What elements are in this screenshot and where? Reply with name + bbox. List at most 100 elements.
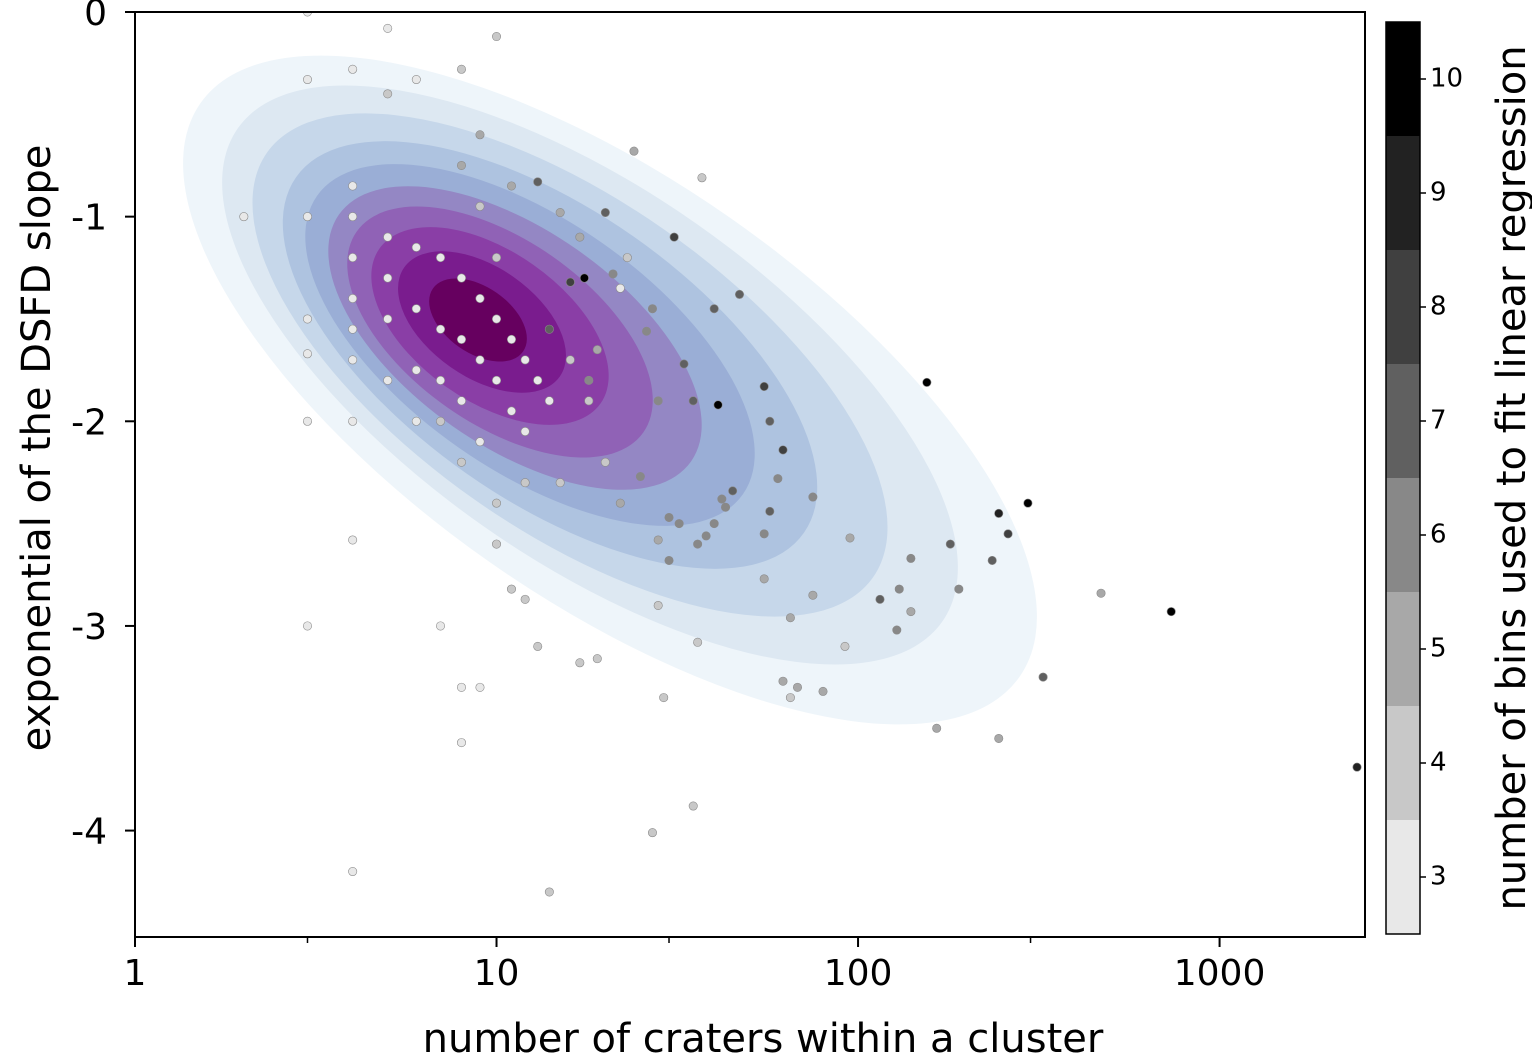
colorbar-segment bbox=[1386, 706, 1420, 820]
point bbox=[456, 334, 466, 344]
point bbox=[892, 625, 902, 635]
point bbox=[436, 324, 446, 334]
point bbox=[808, 492, 818, 502]
point bbox=[492, 375, 502, 385]
point bbox=[302, 416, 312, 426]
point bbox=[818, 686, 828, 696]
point bbox=[647, 304, 657, 314]
point bbox=[520, 478, 530, 488]
point bbox=[994, 508, 1004, 518]
colorbar-segment bbox=[1386, 820, 1420, 934]
point bbox=[302, 621, 312, 631]
point bbox=[669, 232, 679, 242]
point bbox=[674, 519, 684, 529]
point bbox=[635, 472, 645, 482]
colorbar-segment bbox=[1386, 478, 1420, 592]
point bbox=[348, 416, 358, 426]
point bbox=[845, 533, 855, 543]
colorbar-tick-label: 6 bbox=[1430, 520, 1447, 550]
point bbox=[664, 555, 674, 565]
point bbox=[506, 406, 516, 416]
point bbox=[492, 539, 502, 549]
point bbox=[383, 89, 393, 99]
x-tick-label: 1 bbox=[124, 953, 147, 994]
point bbox=[987, 555, 997, 565]
point bbox=[565, 277, 575, 287]
point bbox=[808, 590, 818, 600]
point bbox=[785, 693, 795, 703]
point bbox=[383, 314, 393, 324]
point bbox=[348, 324, 358, 334]
point bbox=[697, 173, 707, 183]
point bbox=[693, 637, 703, 647]
point bbox=[759, 574, 769, 584]
point bbox=[592, 345, 602, 355]
point bbox=[778, 676, 788, 686]
point bbox=[653, 396, 663, 406]
point bbox=[533, 641, 543, 651]
point bbox=[475, 437, 485, 447]
colorbar-segment bbox=[1386, 22, 1420, 136]
point bbox=[709, 304, 719, 314]
points bbox=[239, 12, 1362, 897]
point bbox=[533, 375, 543, 385]
point bbox=[642, 326, 652, 336]
point bbox=[765, 416, 775, 426]
point bbox=[1003, 529, 1013, 539]
colorbar-frame bbox=[1385, 21, 1421, 935]
point bbox=[544, 396, 554, 406]
point bbox=[456, 64, 466, 74]
colorbar-tick-label: 5 bbox=[1430, 634, 1447, 664]
y-tick-label: -4 bbox=[71, 812, 107, 853]
point bbox=[728, 486, 738, 496]
point bbox=[1023, 498, 1033, 508]
y-tick-label: -3 bbox=[71, 607, 107, 648]
point bbox=[456, 682, 466, 692]
contour bbox=[429, 278, 527, 362]
point bbox=[713, 400, 723, 410]
point bbox=[555, 208, 565, 218]
point bbox=[456, 396, 466, 406]
point bbox=[302, 349, 312, 359]
point bbox=[544, 887, 554, 897]
y-tick-label: -2 bbox=[71, 402, 107, 443]
point bbox=[302, 212, 312, 222]
point bbox=[456, 273, 466, 283]
point bbox=[1352, 762, 1362, 772]
point bbox=[348, 355, 358, 365]
point bbox=[629, 146, 639, 156]
point bbox=[383, 23, 393, 33]
point bbox=[615, 498, 625, 508]
point bbox=[954, 584, 964, 594]
x-tick-label: 100 bbox=[824, 953, 893, 994]
point bbox=[436, 416, 446, 426]
point bbox=[348, 535, 358, 545]
point bbox=[1166, 607, 1176, 617]
point bbox=[932, 723, 942, 733]
point bbox=[492, 253, 502, 263]
point bbox=[348, 294, 358, 304]
colorbar-segment bbox=[1386, 136, 1420, 250]
point bbox=[411, 304, 421, 314]
point bbox=[456, 457, 466, 467]
point bbox=[520, 427, 530, 437]
density-contours bbox=[183, 55, 1037, 725]
point bbox=[721, 502, 731, 512]
point bbox=[622, 253, 632, 263]
x-axis-label: number of craters within a cluster bbox=[423, 1016, 1104, 1057]
point bbox=[688, 801, 698, 811]
point bbox=[701, 531, 711, 541]
colorbar-segment bbox=[1386, 364, 1420, 478]
point bbox=[506, 334, 516, 344]
colorbar-tick-label: 10 bbox=[1430, 64, 1463, 94]
point bbox=[475, 294, 485, 304]
point bbox=[348, 253, 358, 263]
point bbox=[475, 201, 485, 211]
point bbox=[922, 377, 932, 387]
point bbox=[615, 283, 625, 293]
plot-frame bbox=[134, 11, 1366, 938]
point bbox=[709, 519, 719, 529]
point bbox=[456, 738, 466, 748]
point bbox=[520, 594, 530, 604]
colorbar-tick-label: 3 bbox=[1430, 862, 1447, 892]
